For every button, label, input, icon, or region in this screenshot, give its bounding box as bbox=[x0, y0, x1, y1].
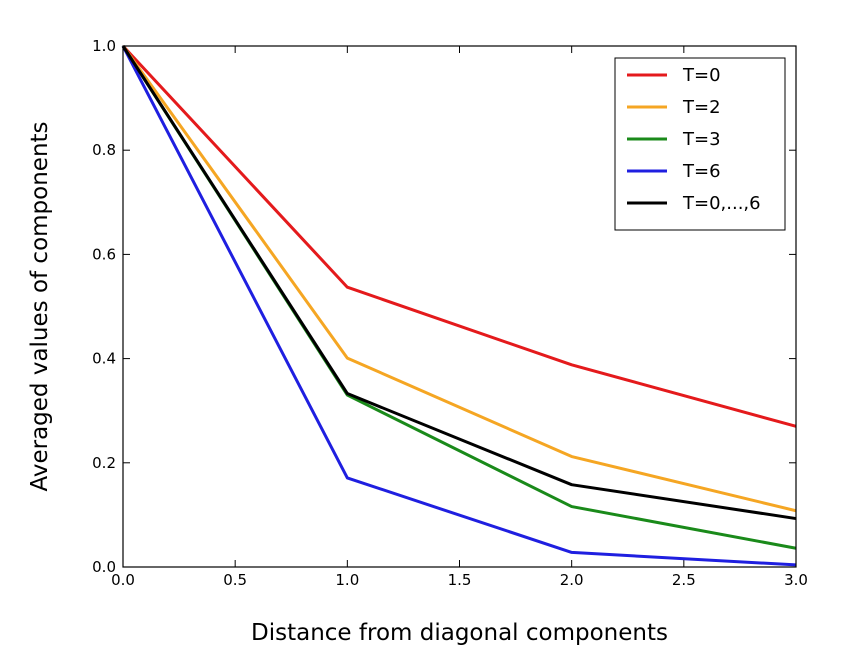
legend-box bbox=[614, 57, 786, 231]
series-line-4 bbox=[121, 45, 797, 567]
y-tick-label: 0.0 bbox=[92, 558, 116, 576]
x-tick-label: 0.0 bbox=[111, 571, 135, 589]
plot-frame bbox=[122, 45, 797, 568]
series-line-1 bbox=[121, 44, 797, 428]
legend-label: T=0 bbox=[682, 65, 721, 86]
legend-label: T=3 bbox=[682, 129, 721, 150]
y-axis: 0.0 0.2 0.4 0.6 0.8 1.0 bbox=[92, 37, 796, 576]
x-tick-label: 2.5 bbox=[672, 571, 696, 589]
y-tick-label: 0.4 bbox=[92, 350, 116, 368]
series-layer bbox=[121, 44, 797, 567]
y-tick-label: 0.6 bbox=[92, 245, 116, 263]
series-line-5 bbox=[121, 45, 797, 521]
y-tick-label: 0.2 bbox=[92, 454, 116, 472]
x-tick-label: 3.0 bbox=[784, 571, 808, 589]
legend: T=0 T=2 T=3 T=6 T=0,...,6 bbox=[614, 57, 786, 231]
y-tick-label: 0.8 bbox=[92, 141, 116, 159]
legend-label: T=0,...,6 bbox=[682, 193, 761, 214]
x-tick-label: 1.0 bbox=[335, 571, 359, 589]
legend-label: T=6 bbox=[682, 161, 721, 182]
x-tick-label: 2.0 bbox=[560, 571, 584, 589]
legend-label: T=2 bbox=[682, 97, 721, 118]
y-tick-label: 1.0 bbox=[92, 37, 116, 55]
x-axis-title: Distance from diagonal components bbox=[251, 620, 668, 646]
x-tick-label: 1.5 bbox=[448, 571, 472, 589]
x-tick-label: 0.5 bbox=[223, 571, 247, 589]
series-line-2 bbox=[121, 45, 797, 513]
y-axis-title: Averaged values of components bbox=[27, 121, 53, 491]
